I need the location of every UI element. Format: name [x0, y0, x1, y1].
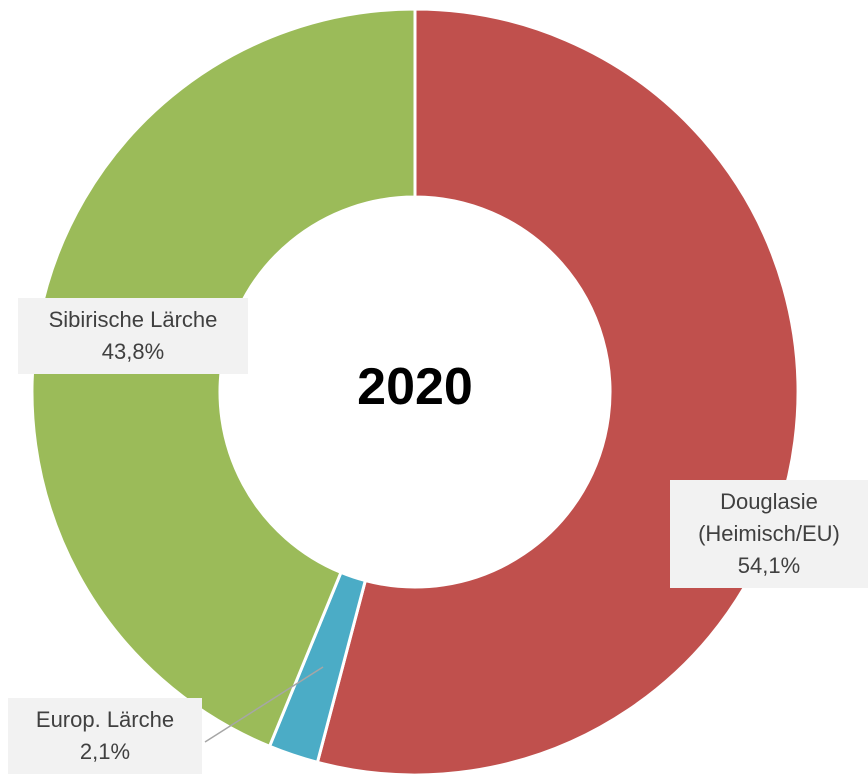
donut-slice — [30, 7, 417, 749]
category-label: Europ. Lärche — [35, 707, 175, 732]
value-label: 54,1% — [737, 553, 801, 578]
value-label: 43,8% — [101, 339, 165, 364]
data-label: Europ. Lärche 2,1% — [8, 698, 202, 774]
leader-line — [204, 666, 324, 743]
category-label: Sibirische Lärche — [48, 307, 218, 332]
value-label: 2,1% — [79, 739, 131, 764]
chart-title: 2020 — [357, 358, 473, 416]
category-label: Douglasie (Heimisch/EU) — [698, 489, 840, 546]
data-label: Sibirische Lärche 43,8% — [18, 298, 248, 374]
data-label: Douglasie (Heimisch/EU) 54,1% — [670, 480, 868, 588]
